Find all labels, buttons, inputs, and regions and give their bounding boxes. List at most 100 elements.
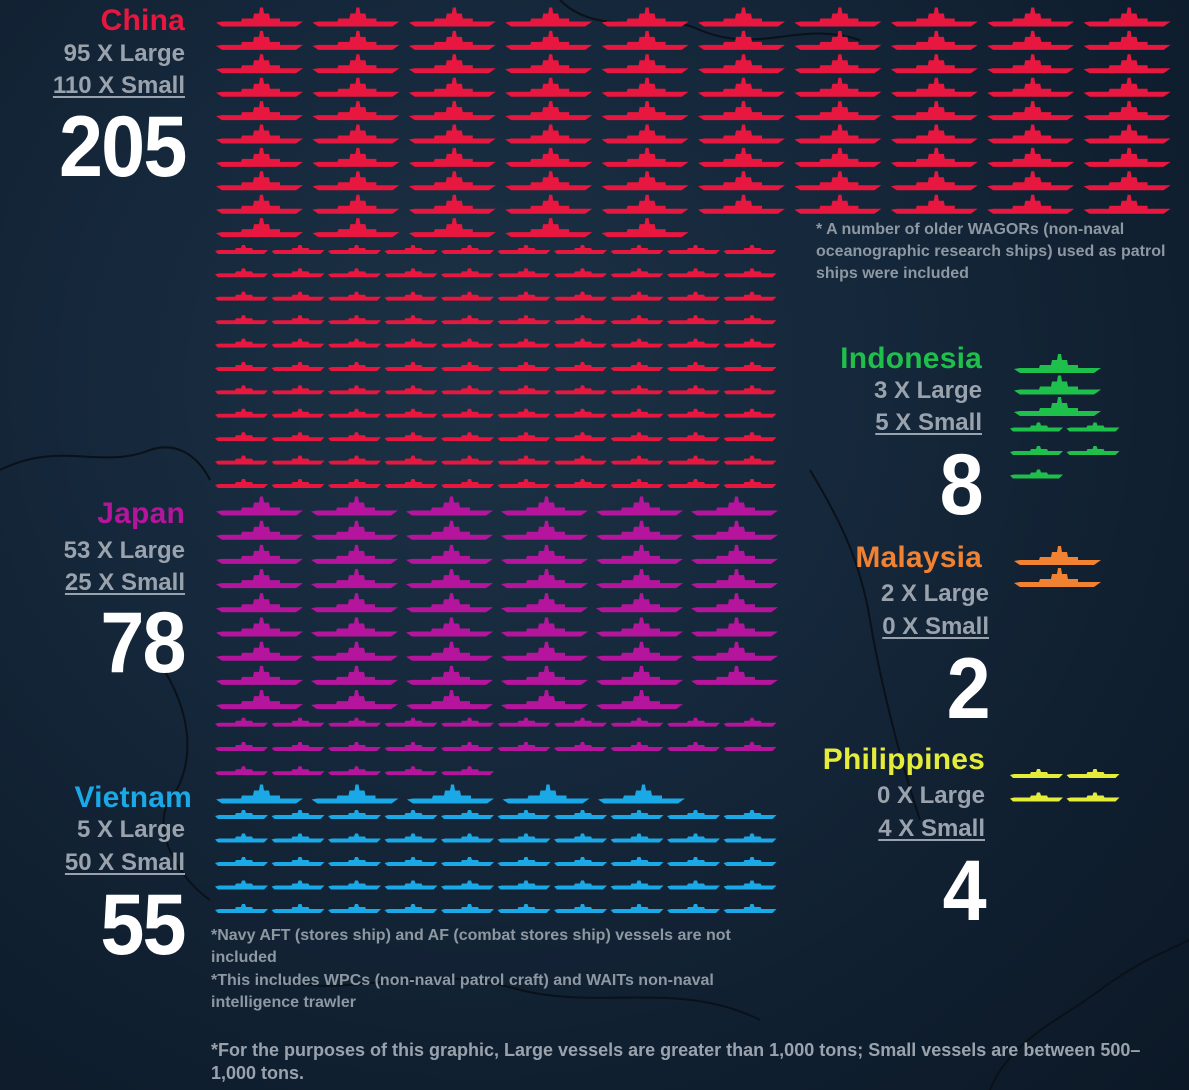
small-ship-icon-china-17 [554,268,607,278]
large-ship-icon-japan-50 [311,690,398,710]
large-ship-icon-china-92 [312,218,400,238]
large-ship-icon-china-11 [216,30,303,50]
small-ship-icon-china-109 [667,479,720,488]
large-ship-icon-china-26 [698,54,785,74]
large-ship-icon-china-91 [216,218,303,238]
large-ship-icon-malaysia-1 [1014,546,1101,565]
large-ship-icon-japan-19 [216,569,303,589]
large-ship-icon-japan-8 [311,520,398,540]
small-ship-icon-china-81 [215,432,268,442]
small-ship-icon-vietnam-19 [667,833,720,843]
small-ship-icon-vietnam-1 [215,810,268,819]
coastline-path [809,469,921,821]
large-ship-icon-china-32 [312,77,400,97]
large-ship-icon-china-85 [601,194,689,214]
large-ship-icon-japan-47 [596,665,683,685]
total-japan: 78 [100,595,187,691]
large-ship-icon-japan-17 [596,544,683,564]
small-ship-icon-japan-12 [271,742,325,751]
large-ship-icon-china-68 [890,147,978,167]
large-count-china: 95 X Large [63,40,185,67]
small-ship-icon-china-26 [497,291,551,301]
large-ship-icon-japan-23 [596,569,683,589]
total-vietnam: 55 [100,877,187,973]
small-ship-icon-japan-6 [497,717,551,727]
small-ship-icon-china-67 [554,385,607,395]
total-philippines: 4 [942,843,987,939]
small-ship-icon-japan-19 [667,742,720,751]
small-ship-icon-china-16 [497,268,551,278]
small-ship-icon-vietnam-37 [554,880,607,890]
small-ship-icon-china-41 [215,338,268,348]
large-ship-icon-japan-24 [691,569,778,589]
large-ship-icon-japan-13 [216,544,303,564]
large-ship-icon-china-35 [601,77,689,97]
small-ship-icon-japan-1 [215,717,268,727]
coastline-path [149,649,211,901]
small-ship-icon-china-100 [723,455,777,465]
small-ship-icon-china-9 [667,245,720,254]
small-ship-icon-philippines-4 [1066,792,1120,802]
small-ship-icon-china-84 [384,432,438,442]
small-ship-icon-china-62 [271,385,325,395]
large-ship-icon-china-73 [408,171,496,191]
small-ship-icon-china-6 [497,245,551,254]
large-ship-icon-china-45 [601,101,689,121]
large-ship-icon-china-51 [216,124,303,144]
small-ship-icon-vietnam-32 [271,880,325,890]
small-ship-icon-japan-23 [328,766,381,776]
large-ship-icon-japan-21 [406,569,493,589]
small-ship-icon-vietnam-16 [497,833,551,843]
small-ship-icon-china-36 [497,315,551,325]
small-ship-icon-china-80 [723,408,777,418]
small-ship-icon-vietnam-40 [723,880,777,890]
small-count-philippines: 4 X Small [878,815,985,842]
small-ship-icon-vietnam-5 [441,810,494,819]
large-ship-icon-china-58 [890,124,978,144]
small-ship-icon-vietnam-43 [328,904,381,913]
large-ship-icon-japan-41 [596,641,683,661]
small-ship-icon-china-4 [384,245,438,254]
large-ship-icon-china-33 [408,77,496,97]
large-ship-icon-japan-49 [216,690,303,710]
country-name-indonesia: Indonesia [840,342,982,375]
small-ship-icon-china-10 [723,245,777,254]
small-ship-icon-china-91 [215,455,268,465]
small-ship-icon-china-54 [384,362,438,371]
large-ship-icon-china-10 [1083,7,1171,27]
country-name-philippines: Philippines [822,743,985,776]
coastline-path [279,977,761,1021]
small-ship-icon-china-33 [328,315,381,325]
large-ship-icon-china-82 [312,194,400,214]
small-ship-icon-china-63 [328,385,381,395]
small-ship-icon-china-56 [497,362,551,371]
large-ship-icon-japan-48 [691,665,778,685]
large-ship-icon-china-13 [408,30,496,50]
small-ship-icon-china-29 [667,291,720,301]
large-ship-icon-china-1 [216,7,303,27]
total-china: 205 [58,99,187,195]
large-ship-icon-china-3 [408,7,496,27]
small-ship-icon-china-65 [441,385,494,395]
small-ship-icon-philippines-3 [1010,792,1063,802]
large-ship-icon-japan-27 [406,593,493,613]
small-ship-icon-china-31 [215,315,268,325]
small-ship-icon-vietnam-20 [723,833,777,843]
large-ship-icon-china-25 [601,54,689,74]
small-ship-icon-vietnam-10 [723,810,777,819]
large-ship-icon-china-20 [1083,30,1171,50]
small-ship-icon-china-66 [497,385,551,395]
small-ship-icon-china-23 [328,291,381,301]
small-ship-icon-china-50 [723,338,777,348]
small-ship-icon-vietnam-45 [441,904,494,913]
large-ship-icon-china-64 [505,147,593,167]
large-ship-icon-china-38 [890,77,978,97]
small-ship-icon-japan-15 [441,742,494,751]
small-count-china: 110 X Small [52,72,185,99]
large-ship-icon-china-67 [794,147,882,167]
small-ship-icon-indonesia-1 [1010,422,1063,432]
large-ship-icon-china-7 [794,7,882,27]
large-ship-icon-vietnam-1 [216,784,303,804]
small-ship-icon-japan-18 [610,742,664,751]
large-ship-icon-china-66 [698,147,785,167]
